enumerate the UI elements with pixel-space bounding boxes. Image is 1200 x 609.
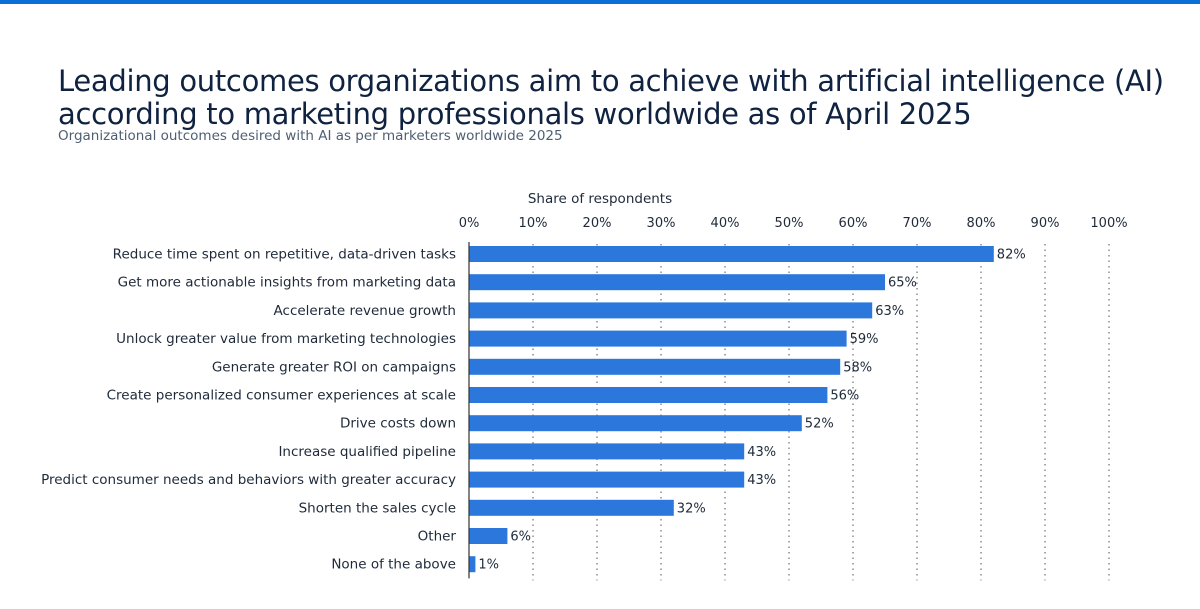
bar — [469, 274, 885, 291]
bar — [469, 358, 841, 375]
category-label: Increase qualified pipeline — [278, 444, 456, 460]
data-label: 63% — [875, 304, 904, 319]
chart-title: Leading outcomes organizations aim to ac… — [58, 64, 1164, 132]
category-label: Generate greater ROI on campaigns — [212, 359, 456, 375]
data-label: 6% — [510, 530, 531, 545]
x-tick-label: 80% — [967, 216, 996, 231]
data-label: 1% — [478, 558, 499, 573]
data-label: 32% — [677, 501, 706, 516]
data-label: 58% — [843, 360, 872, 375]
chart-subtitle: Organizational outcomes desired with AI … — [58, 128, 563, 144]
x-tick-label: 70% — [903, 216, 932, 231]
x-tick-label: 30% — [647, 216, 676, 231]
bar — [469, 330, 847, 347]
data-label: 56% — [830, 389, 859, 404]
bar — [469, 302, 873, 319]
data-label: 82% — [997, 248, 1026, 263]
bar — [469, 387, 828, 403]
x-axis-title: Share of respondents — [528, 191, 672, 207]
data-label: 43% — [747, 473, 776, 488]
bar — [469, 246, 994, 262]
x-tick-label: 60% — [839, 216, 868, 231]
bar — [469, 499, 674, 516]
data-label: 43% — [747, 445, 776, 460]
x-tick-label: 10% — [519, 216, 548, 231]
category-label: Other — [418, 529, 457, 545]
category-label: Predict consumer needs and behaviors wit… — [41, 472, 456, 488]
category-label: Unlock greater value from marketing tech… — [116, 331, 456, 347]
category-label: Reduce time spent on repetitive, data-dr… — [113, 247, 456, 263]
x-tick-label: 40% — [711, 216, 740, 231]
category-label: Shorten the sales cycle — [299, 500, 456, 516]
x-tick-label: 50% — [775, 216, 804, 231]
data-label: 65% — [888, 276, 917, 291]
bar — [469, 471, 745, 488]
x-tick-label: 0% — [459, 216, 480, 231]
data-label: 52% — [805, 417, 834, 432]
x-tick-label: 90% — [1031, 216, 1060, 231]
x-tick-label: 100% — [1090, 216, 1127, 231]
top-accent-bar — [0, 0, 1200, 4]
bar — [469, 556, 476, 573]
bar — [469, 415, 802, 432]
category-label: None of the above — [331, 557, 456, 573]
category-label: Create personalized consumer experiences… — [107, 388, 456, 404]
category-label: Accelerate revenue growth — [274, 303, 456, 319]
bar — [469, 528, 508, 544]
bar — [469, 443, 745, 460]
x-tick-label: 20% — [583, 216, 612, 231]
category-label: Get more actionable insights from market… — [118, 275, 456, 291]
category-label: Drive costs down — [340, 416, 456, 432]
data-label: 59% — [850, 332, 879, 347]
